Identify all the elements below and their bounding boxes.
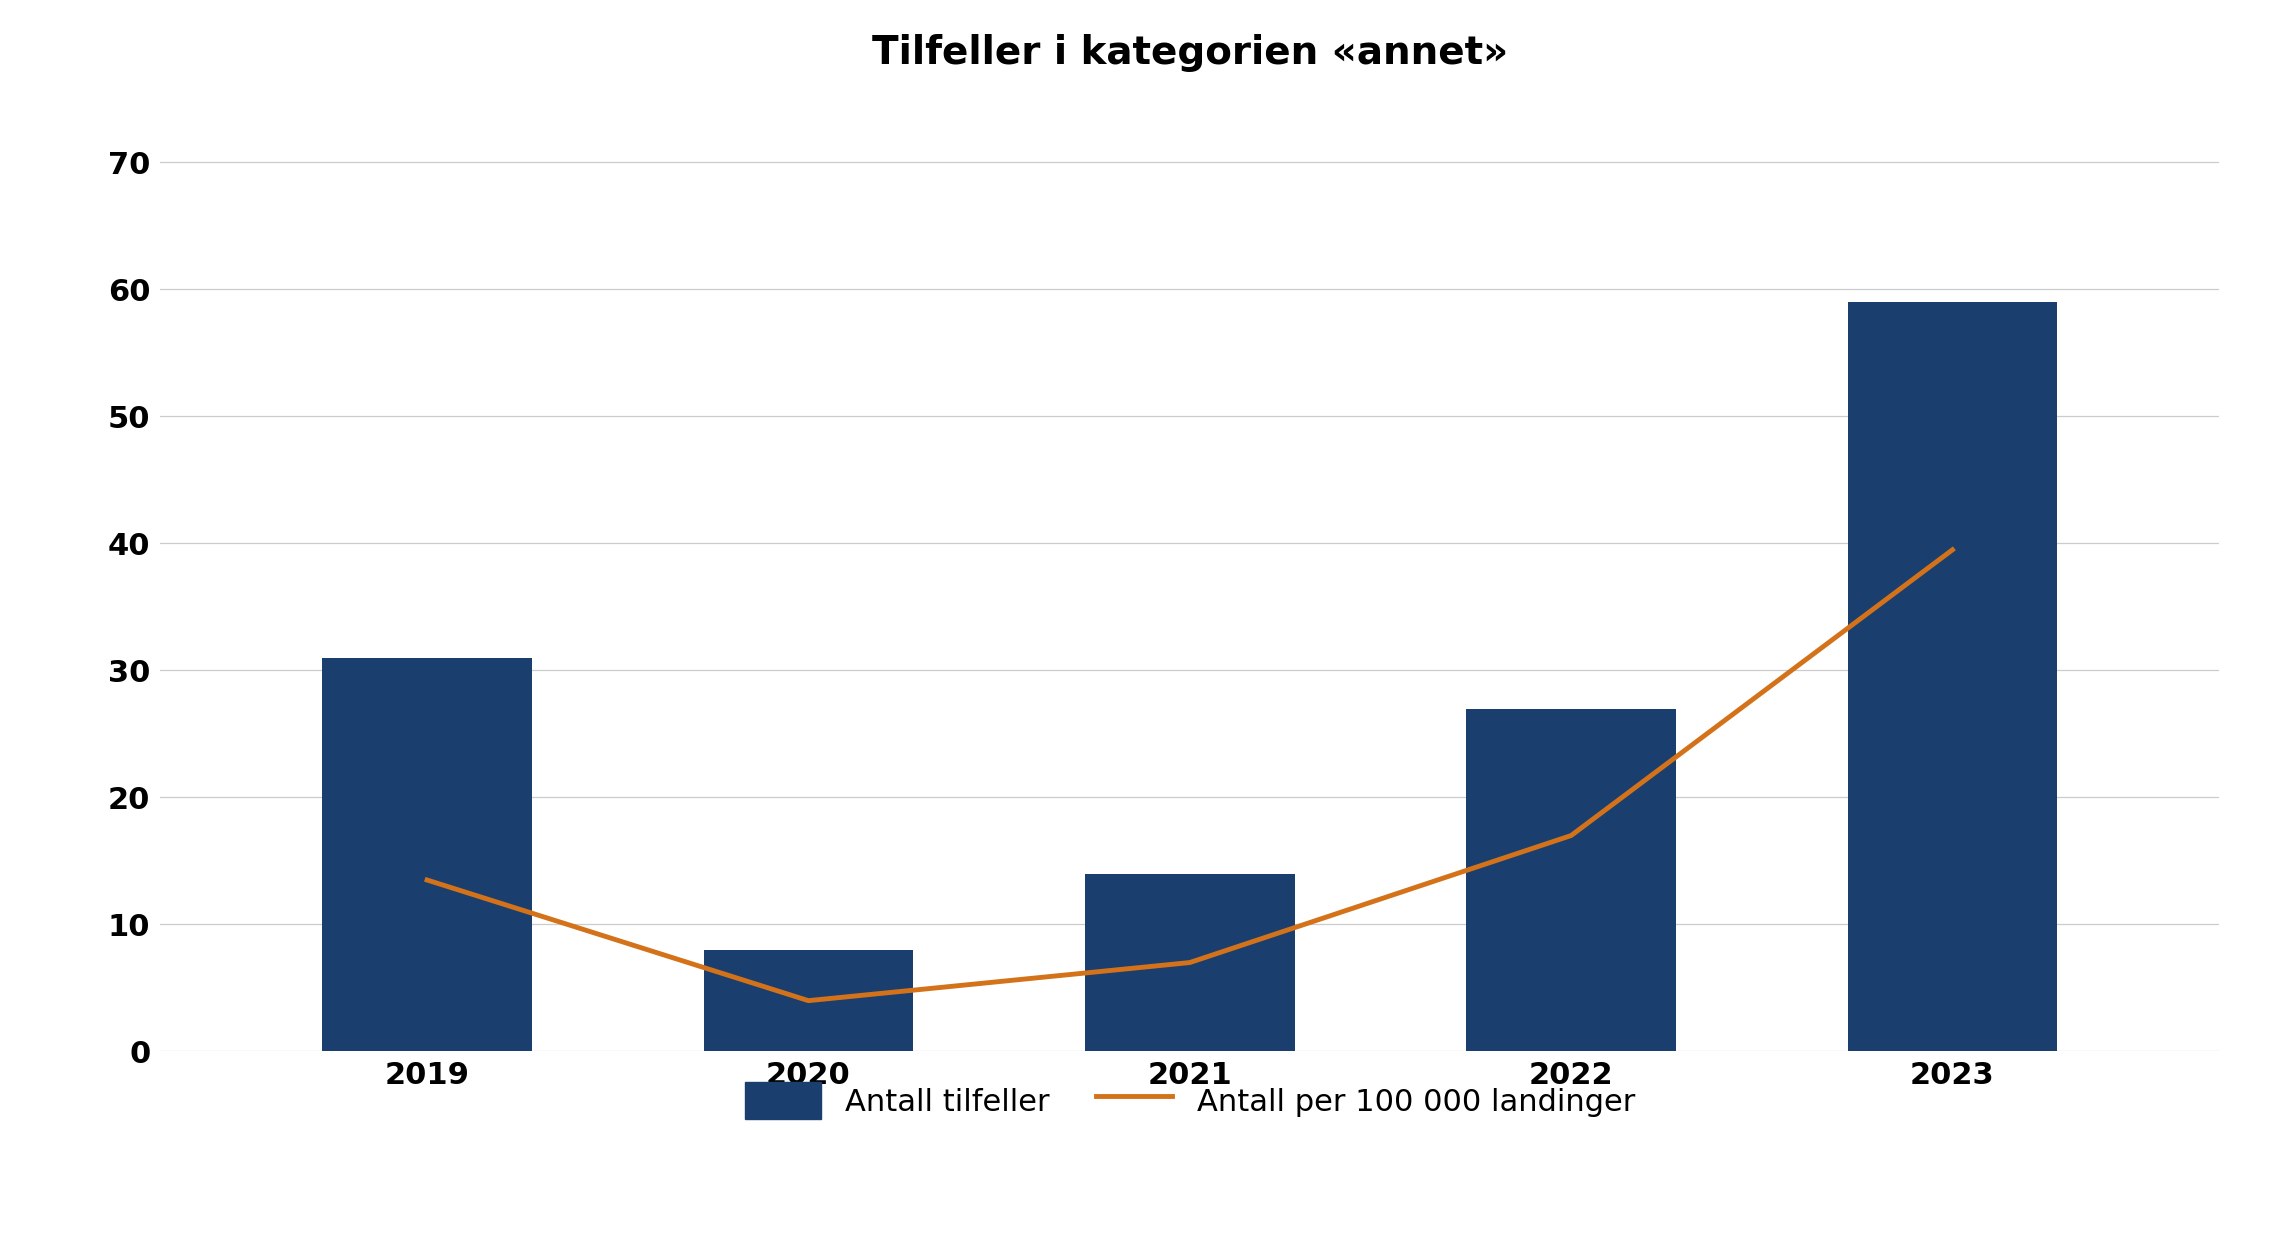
Bar <box>1849 302 2057 1051</box>
Bar <box>1467 709 1677 1051</box>
Title: Tilfeller i kategorien «annet»: Tilfeller i kategorien «annet» <box>872 35 1508 72</box>
Legend: Antall tilfeller, Antall per 100 000 landinger: Antall tilfeller, Antall per 100 000 lan… <box>732 1070 1647 1132</box>
Bar <box>1085 873 1295 1051</box>
Bar <box>323 658 531 1051</box>
Bar <box>705 950 913 1051</box>
